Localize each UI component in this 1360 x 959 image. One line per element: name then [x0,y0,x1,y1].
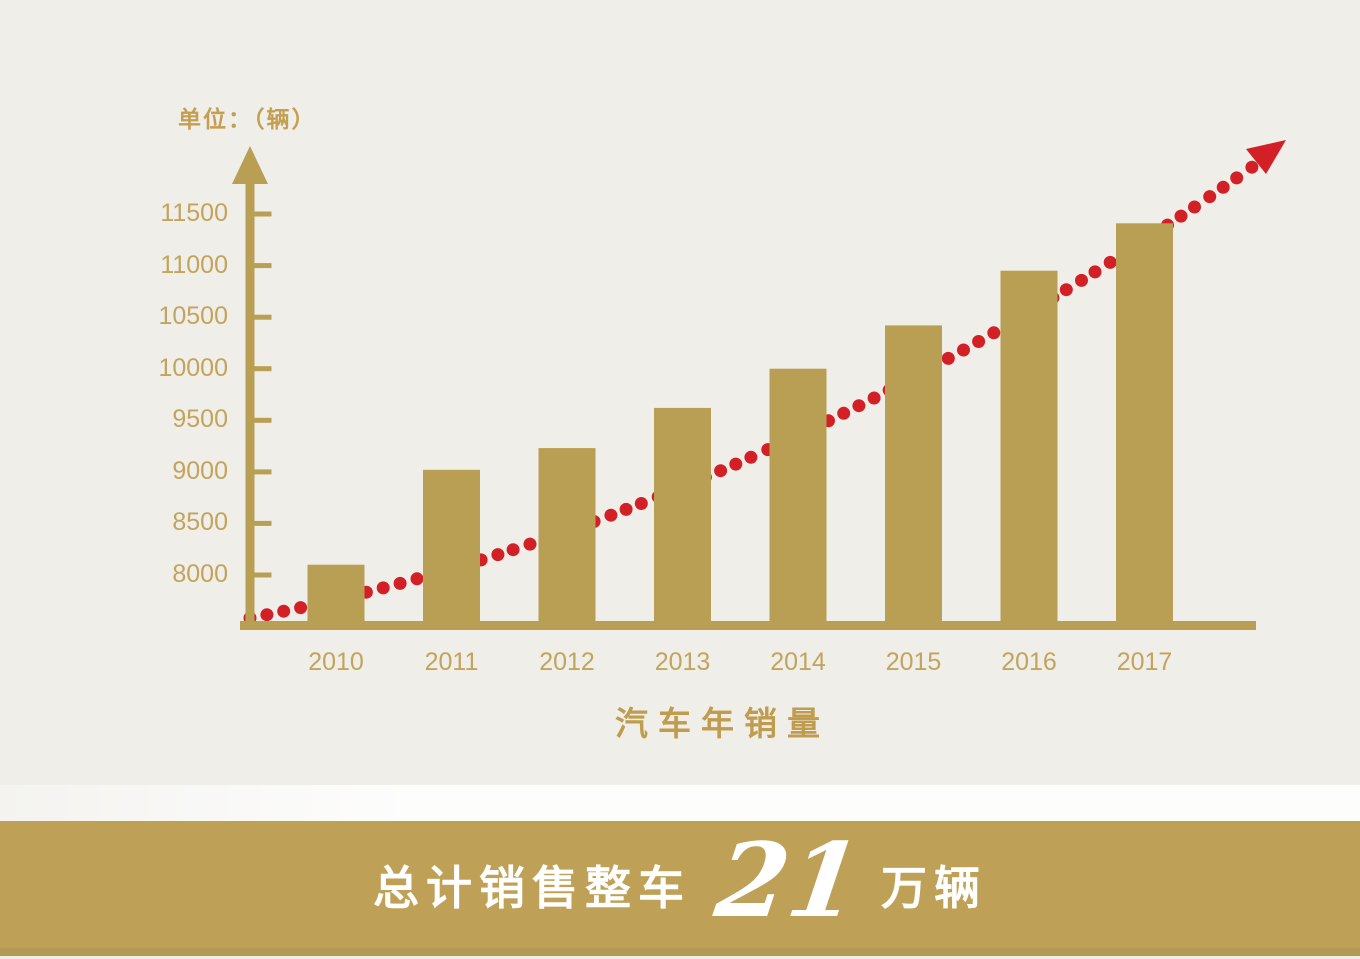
trend-dot [1188,200,1201,214]
y-tick-label-10500: 10500 [158,302,228,331]
y-tick-label-11000: 11000 [160,250,228,279]
axes [232,146,1256,630]
bar-2010 [307,564,365,623]
trend-dot [1088,265,1102,279]
banner-bottom-edge [0,956,1360,959]
y-axis-arrow-icon [232,146,268,184]
banner-prefix-text: 总计销售整车 [373,860,692,915]
y-tick-label-8000: 8000 [172,560,228,588]
trend-dot [277,604,291,618]
sales-chart-canvas [232,140,1286,630]
x-tick-label-2010: 2010 [308,648,364,676]
bar-2017 [1116,223,1173,624]
summary-banner: 总计销售整车 21 万辆 [0,821,1360,948]
trend-dot [1230,171,1244,185]
x-tick-label-2014: 2014 [770,648,826,676]
trend-arrowhead-icon [1246,140,1286,174]
banner-suffix-text: 万辆 [880,860,987,915]
trend-dot [972,335,986,348]
x-axis-line [240,621,1256,630]
trend-dot [376,581,390,595]
trend-dot [1103,255,1117,269]
x-tick-label-2015: 2015 [885,648,942,676]
x-tick-label-2017: 2017 [1116,648,1173,676]
bars [307,223,1173,624]
trend-dot [1216,180,1230,194]
trend-dot [1245,160,1259,174]
trend-dot [294,601,308,615]
trend-dot [1059,283,1073,297]
trend-dot [523,537,537,551]
bar-2012 [538,448,596,623]
divider-band [0,785,1360,821]
chart-title: 汽车年销量 [615,704,830,743]
y-tick-label-10000: 10000 [158,353,228,382]
banner-total-number: 21 [709,820,868,941]
y-tick-9000 [254,469,272,475]
trend-dot [619,502,633,516]
trend-dot [1075,273,1088,287]
trend-dot [1203,190,1217,204]
trend-dotted-line [243,160,1259,625]
bar-2011 [423,469,480,623]
trend-dot [260,608,274,622]
y-tick-11000 [254,263,272,269]
bar-2013 [654,407,711,623]
sales-chart: 单位：（辆） 8000 8500 9000 9500 10000 10500 11000 11… [158,106,1286,743]
trend-dot [987,326,1001,340]
trend-dot [1174,209,1188,223]
y-axis-line [245,178,255,630]
y-tick-8500 [254,520,272,526]
trend-dot [506,543,520,557]
y-tick-label-11500: 11500 [160,199,228,227]
unit-label: 单位：（辆） [178,106,317,132]
y-tick-10500 [254,314,272,320]
trend-dot [867,391,881,405]
trend-dot [941,351,955,365]
x-tick-label-2013: 2013 [654,648,711,676]
y-tick-8000 [254,572,272,578]
trend-dot [744,450,758,464]
x-tick-label-2016: 2016 [1001,648,1057,676]
bar-2014 [769,368,827,623]
trend-dot [729,457,743,471]
trend-dot [604,508,618,522]
y-tick-9500 [254,417,272,423]
trend-dot [491,548,505,562]
trend-dot [410,572,424,586]
y-tick-label-8500: 8500 [172,508,228,537]
trend-dot [852,399,866,413]
y-tick-11500 [254,211,272,217]
trend-dot [393,576,407,590]
banner-bottom-strip [0,948,1360,956]
bar-2016 [1000,270,1058,623]
trend-dot [714,464,728,478]
trend-dot [634,497,648,510]
y-tick-10000 [254,366,272,372]
trend-dot [957,343,970,357]
y-tick-label-9500: 9500 [172,405,228,434]
x-tick-label-2011: 2011 [424,648,479,676]
x-tick-label-2012: 2012 [539,648,595,676]
y-tick-label-9000: 9000 [172,456,228,485]
trend-dot [837,406,851,420]
bar-2015 [885,325,942,623]
